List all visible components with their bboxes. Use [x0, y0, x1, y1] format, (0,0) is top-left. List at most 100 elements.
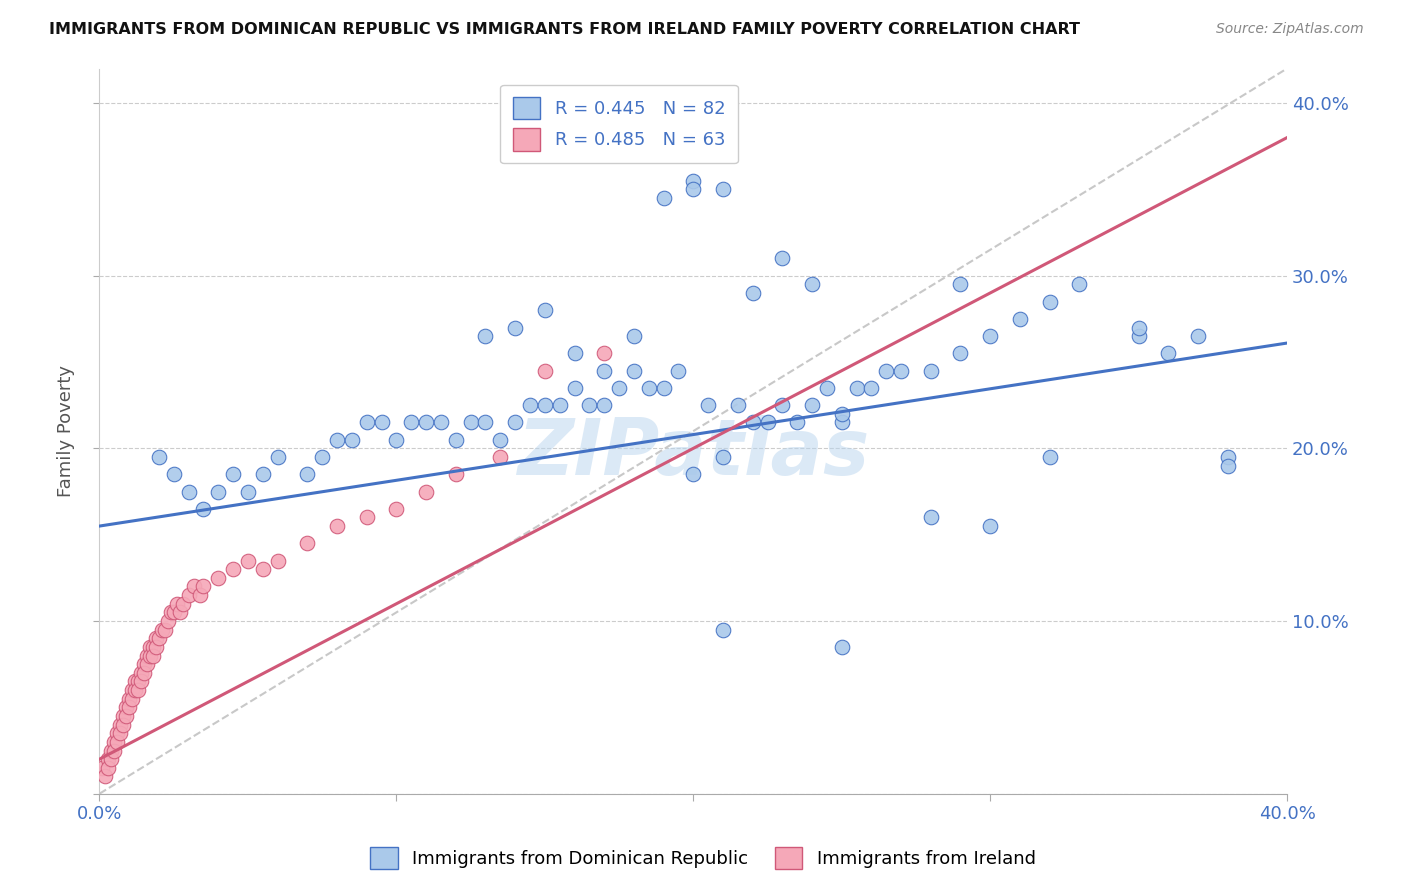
Point [489, 450, 512, 464]
Point [444, 467, 467, 482]
Point [112, 709, 135, 723]
Point [252, 467, 274, 482]
Point [121, 691, 143, 706]
Point [920, 510, 942, 524]
Point [150, 623, 173, 637]
Point [564, 381, 586, 395]
Point [519, 398, 541, 412]
Point [770, 252, 793, 266]
Point [845, 381, 868, 395]
Legend: Immigrants from Dominican Republic, Immigrants from Ireland: Immigrants from Dominican Republic, Immi… [361, 838, 1045, 879]
Point [139, 640, 162, 654]
Point [607, 381, 630, 395]
Point [1038, 294, 1060, 309]
Point [356, 510, 378, 524]
Point [786, 416, 808, 430]
Point [127, 674, 149, 689]
Point [415, 484, 437, 499]
Point [503, 416, 526, 430]
Point [190, 588, 212, 602]
Point [637, 381, 659, 395]
Point [770, 398, 793, 412]
Point [118, 691, 141, 706]
Point [103, 743, 125, 757]
Point [207, 571, 229, 585]
Point [831, 640, 853, 654]
Point [91, 761, 114, 775]
Point [1216, 450, 1239, 464]
Point [949, 346, 972, 360]
Point [236, 553, 259, 567]
Point [593, 346, 616, 360]
Point [136, 648, 159, 663]
Point [949, 277, 972, 292]
Point [756, 416, 779, 430]
Point [385, 433, 408, 447]
Point [163, 467, 186, 482]
Point [129, 674, 152, 689]
Point [156, 614, 179, 628]
Point [115, 709, 138, 723]
Point [1128, 329, 1150, 343]
Point [682, 182, 704, 196]
Point [534, 398, 557, 412]
Point [121, 683, 143, 698]
Point [875, 364, 897, 378]
Point [399, 416, 422, 430]
Point [222, 562, 245, 576]
Point [890, 364, 912, 378]
Point [105, 735, 128, 749]
Point [153, 623, 176, 637]
Point [727, 398, 749, 412]
Legend: R = 0.445   N = 82, R = 0.485   N = 63: R = 0.445 N = 82, R = 0.485 N = 63 [501, 85, 738, 163]
Point [311, 450, 333, 464]
Point [564, 346, 586, 360]
Text: IMMIGRANTS FROM DOMINICAN REPUBLIC VS IMMIGRANTS FROM IRELAND FAMILY POVERTY COR: IMMIGRANTS FROM DOMINICAN REPUBLIC VS IM… [49, 22, 1080, 37]
Point [172, 597, 194, 611]
Point [697, 398, 720, 412]
Point [534, 364, 557, 378]
Point [100, 743, 122, 757]
Text: ZIPatlas: ZIPatlas [517, 415, 869, 491]
Point [94, 769, 117, 783]
Point [668, 364, 690, 378]
Point [682, 174, 704, 188]
Point [266, 450, 288, 464]
Point [105, 726, 128, 740]
Point [1216, 458, 1239, 473]
Point [548, 398, 571, 412]
Point [124, 674, 146, 689]
Point [145, 640, 167, 654]
Point [711, 182, 734, 196]
Point [252, 562, 274, 576]
Point [474, 329, 496, 343]
Point [222, 467, 245, 482]
Point [127, 683, 149, 698]
Point [103, 735, 125, 749]
Point [385, 501, 408, 516]
Point [1157, 346, 1180, 360]
Point [97, 752, 120, 766]
Point [1069, 277, 1091, 292]
Point [370, 416, 392, 430]
Point [132, 657, 155, 672]
Point [474, 416, 496, 430]
Point [326, 433, 349, 447]
Point [193, 501, 215, 516]
Point [503, 320, 526, 334]
Point [623, 329, 645, 343]
Point [430, 416, 453, 430]
Point [136, 657, 159, 672]
Point [489, 433, 512, 447]
Point [297, 467, 319, 482]
Point [207, 484, 229, 499]
Point [593, 398, 616, 412]
Point [831, 416, 853, 430]
Point [1008, 311, 1031, 326]
Point [110, 726, 132, 740]
Point [139, 648, 162, 663]
Point [460, 416, 482, 430]
Point [148, 632, 170, 646]
Point [115, 700, 138, 714]
Point [711, 623, 734, 637]
